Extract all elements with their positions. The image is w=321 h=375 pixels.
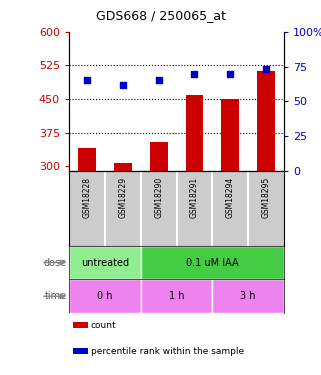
Text: GSM18295: GSM18295 (262, 177, 271, 218)
Bar (78, 148, 96, 171)
Text: GSM18228: GSM18228 (82, 177, 91, 218)
Point (264, 66, 269, 72)
Bar (141, 246, 284, 279)
Bar (257, 71, 275, 171)
Bar (141, 279, 213, 313)
Bar (150, 141, 168, 171)
Text: GSM18294: GSM18294 (226, 177, 235, 218)
Bar (73, 348, 88, 354)
Point (156, 78, 161, 84)
Bar (69, 246, 141, 279)
Bar (221, 99, 239, 171)
Text: GDS668 / 250065_at: GDS668 / 250065_at (96, 9, 225, 22)
Point (228, 70, 233, 76)
Text: GSM18291: GSM18291 (190, 177, 199, 218)
Bar (114, 163, 132, 171)
Text: dose: dose (44, 258, 67, 267)
Bar (69, 279, 141, 313)
Point (192, 70, 197, 76)
Point (120, 82, 125, 88)
Text: 3 h: 3 h (240, 291, 256, 301)
Bar (186, 94, 204, 171)
Bar (73, 322, 88, 328)
Bar (213, 279, 284, 313)
Text: time: time (45, 291, 67, 301)
Text: 1 h: 1 h (169, 291, 184, 301)
Text: percentile rank within the sample: percentile rank within the sample (91, 346, 244, 355)
Text: 0 h: 0 h (97, 291, 113, 301)
Point (84, 78, 90, 84)
Text: count: count (91, 321, 116, 330)
Text: GSM18290: GSM18290 (154, 177, 163, 218)
Text: GSM18229: GSM18229 (118, 177, 127, 218)
Text: untreated: untreated (81, 258, 129, 267)
Text: 0.1 uM IAA: 0.1 uM IAA (186, 258, 239, 267)
